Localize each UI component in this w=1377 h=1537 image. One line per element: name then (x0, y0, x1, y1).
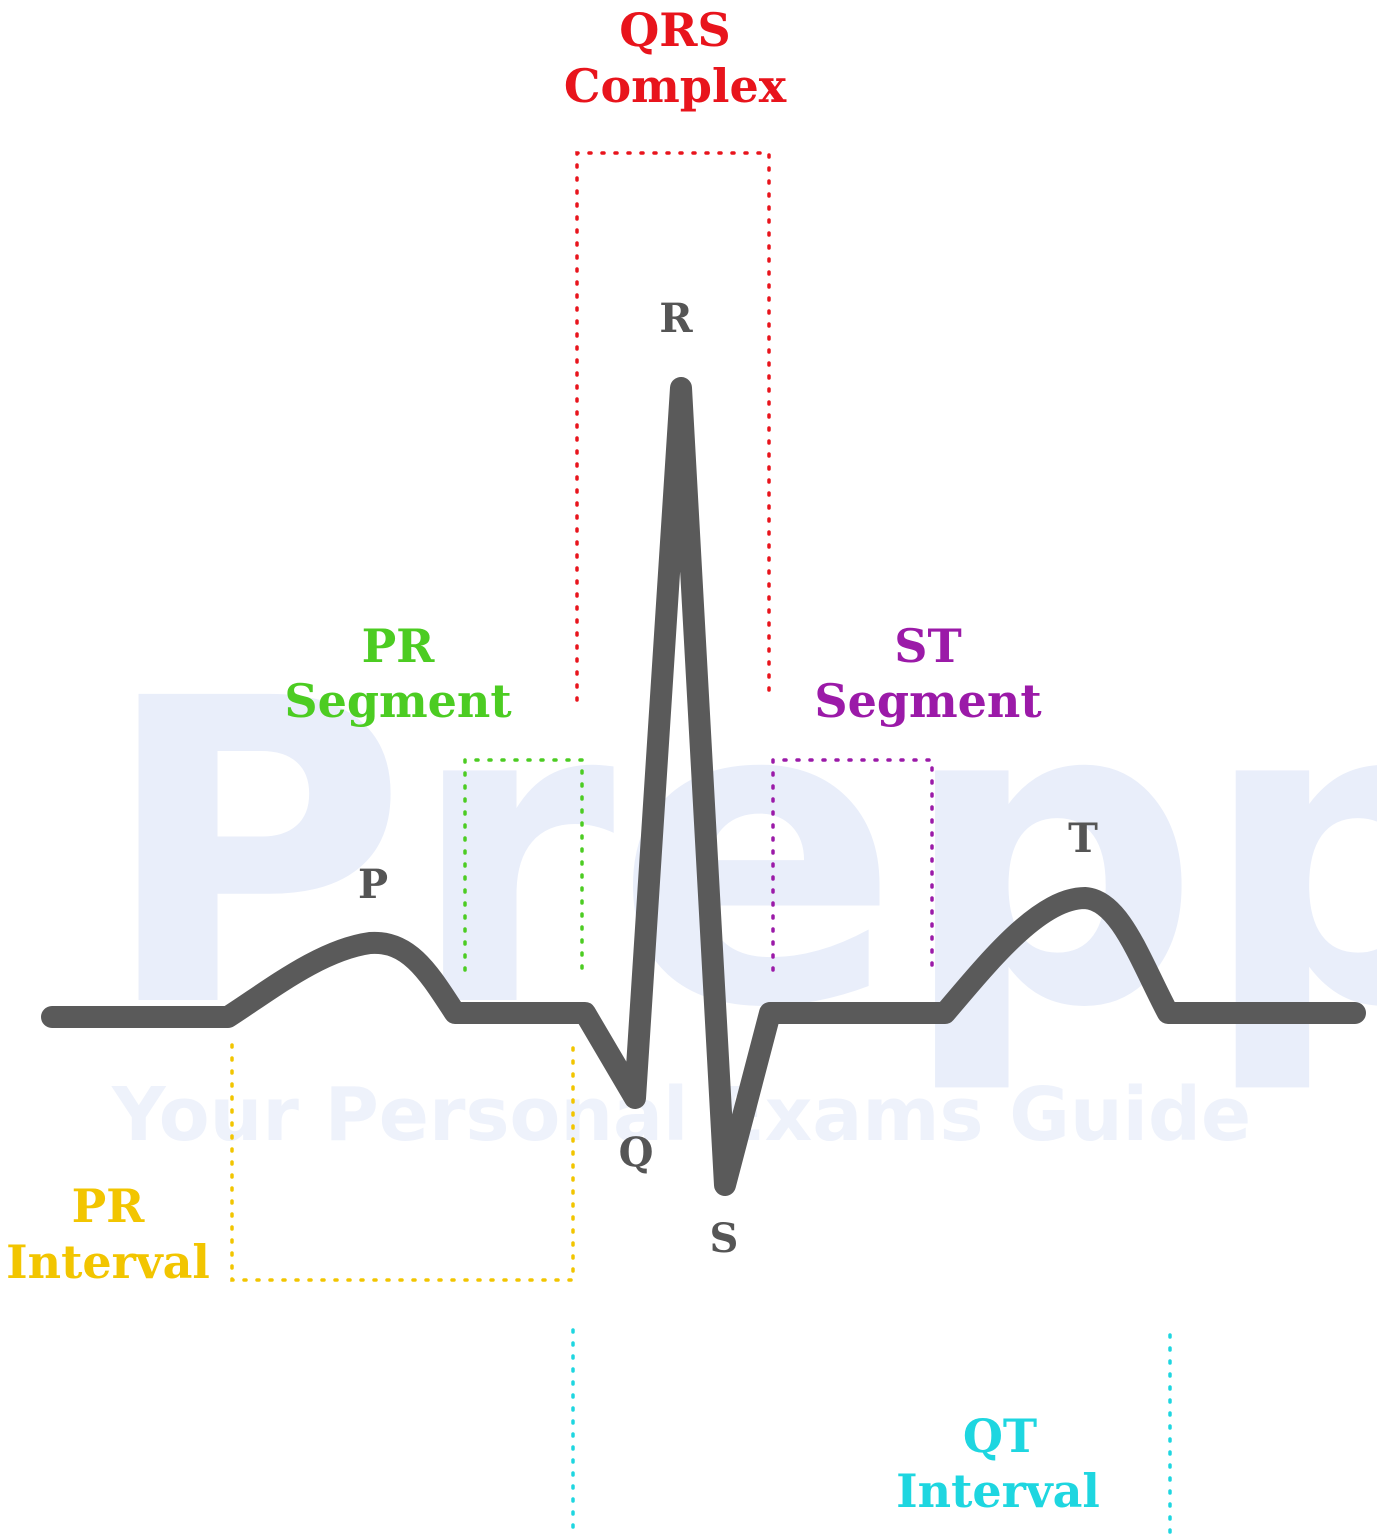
interval-label: ST (894, 619, 961, 673)
interval-label: QRS (619, 3, 731, 57)
interval-label: Complex (564, 59, 787, 113)
wave-label: P (358, 861, 388, 908)
wave-label: R (659, 295, 693, 342)
interval-label: PR (362, 619, 436, 673)
wave-label: S (710, 1215, 739, 1262)
wave-label: T (1068, 815, 1098, 862)
qt-interval-bracket (571, 1328, 1172, 1537)
st-segment-bracket (771, 758, 934, 972)
wave-label: Q (619, 1129, 654, 1176)
pr-segment-bracket (463, 758, 584, 972)
interval-label: QT (963, 1409, 1037, 1463)
interval-label: PR (72, 1179, 146, 1233)
ecg-trace (41, 377, 1366, 1196)
interval-label: Segment (284, 674, 512, 728)
interval-label: Segment (814, 674, 1042, 728)
pr-interval-bracket (230, 1043, 575, 1282)
interval-label: Interval (896, 1464, 1100, 1518)
watermark-tagline: Your Personal Exams Guide (111, 1072, 1251, 1158)
interval-label: Interval (6, 1235, 210, 1289)
qrs-bracket (575, 151, 771, 702)
